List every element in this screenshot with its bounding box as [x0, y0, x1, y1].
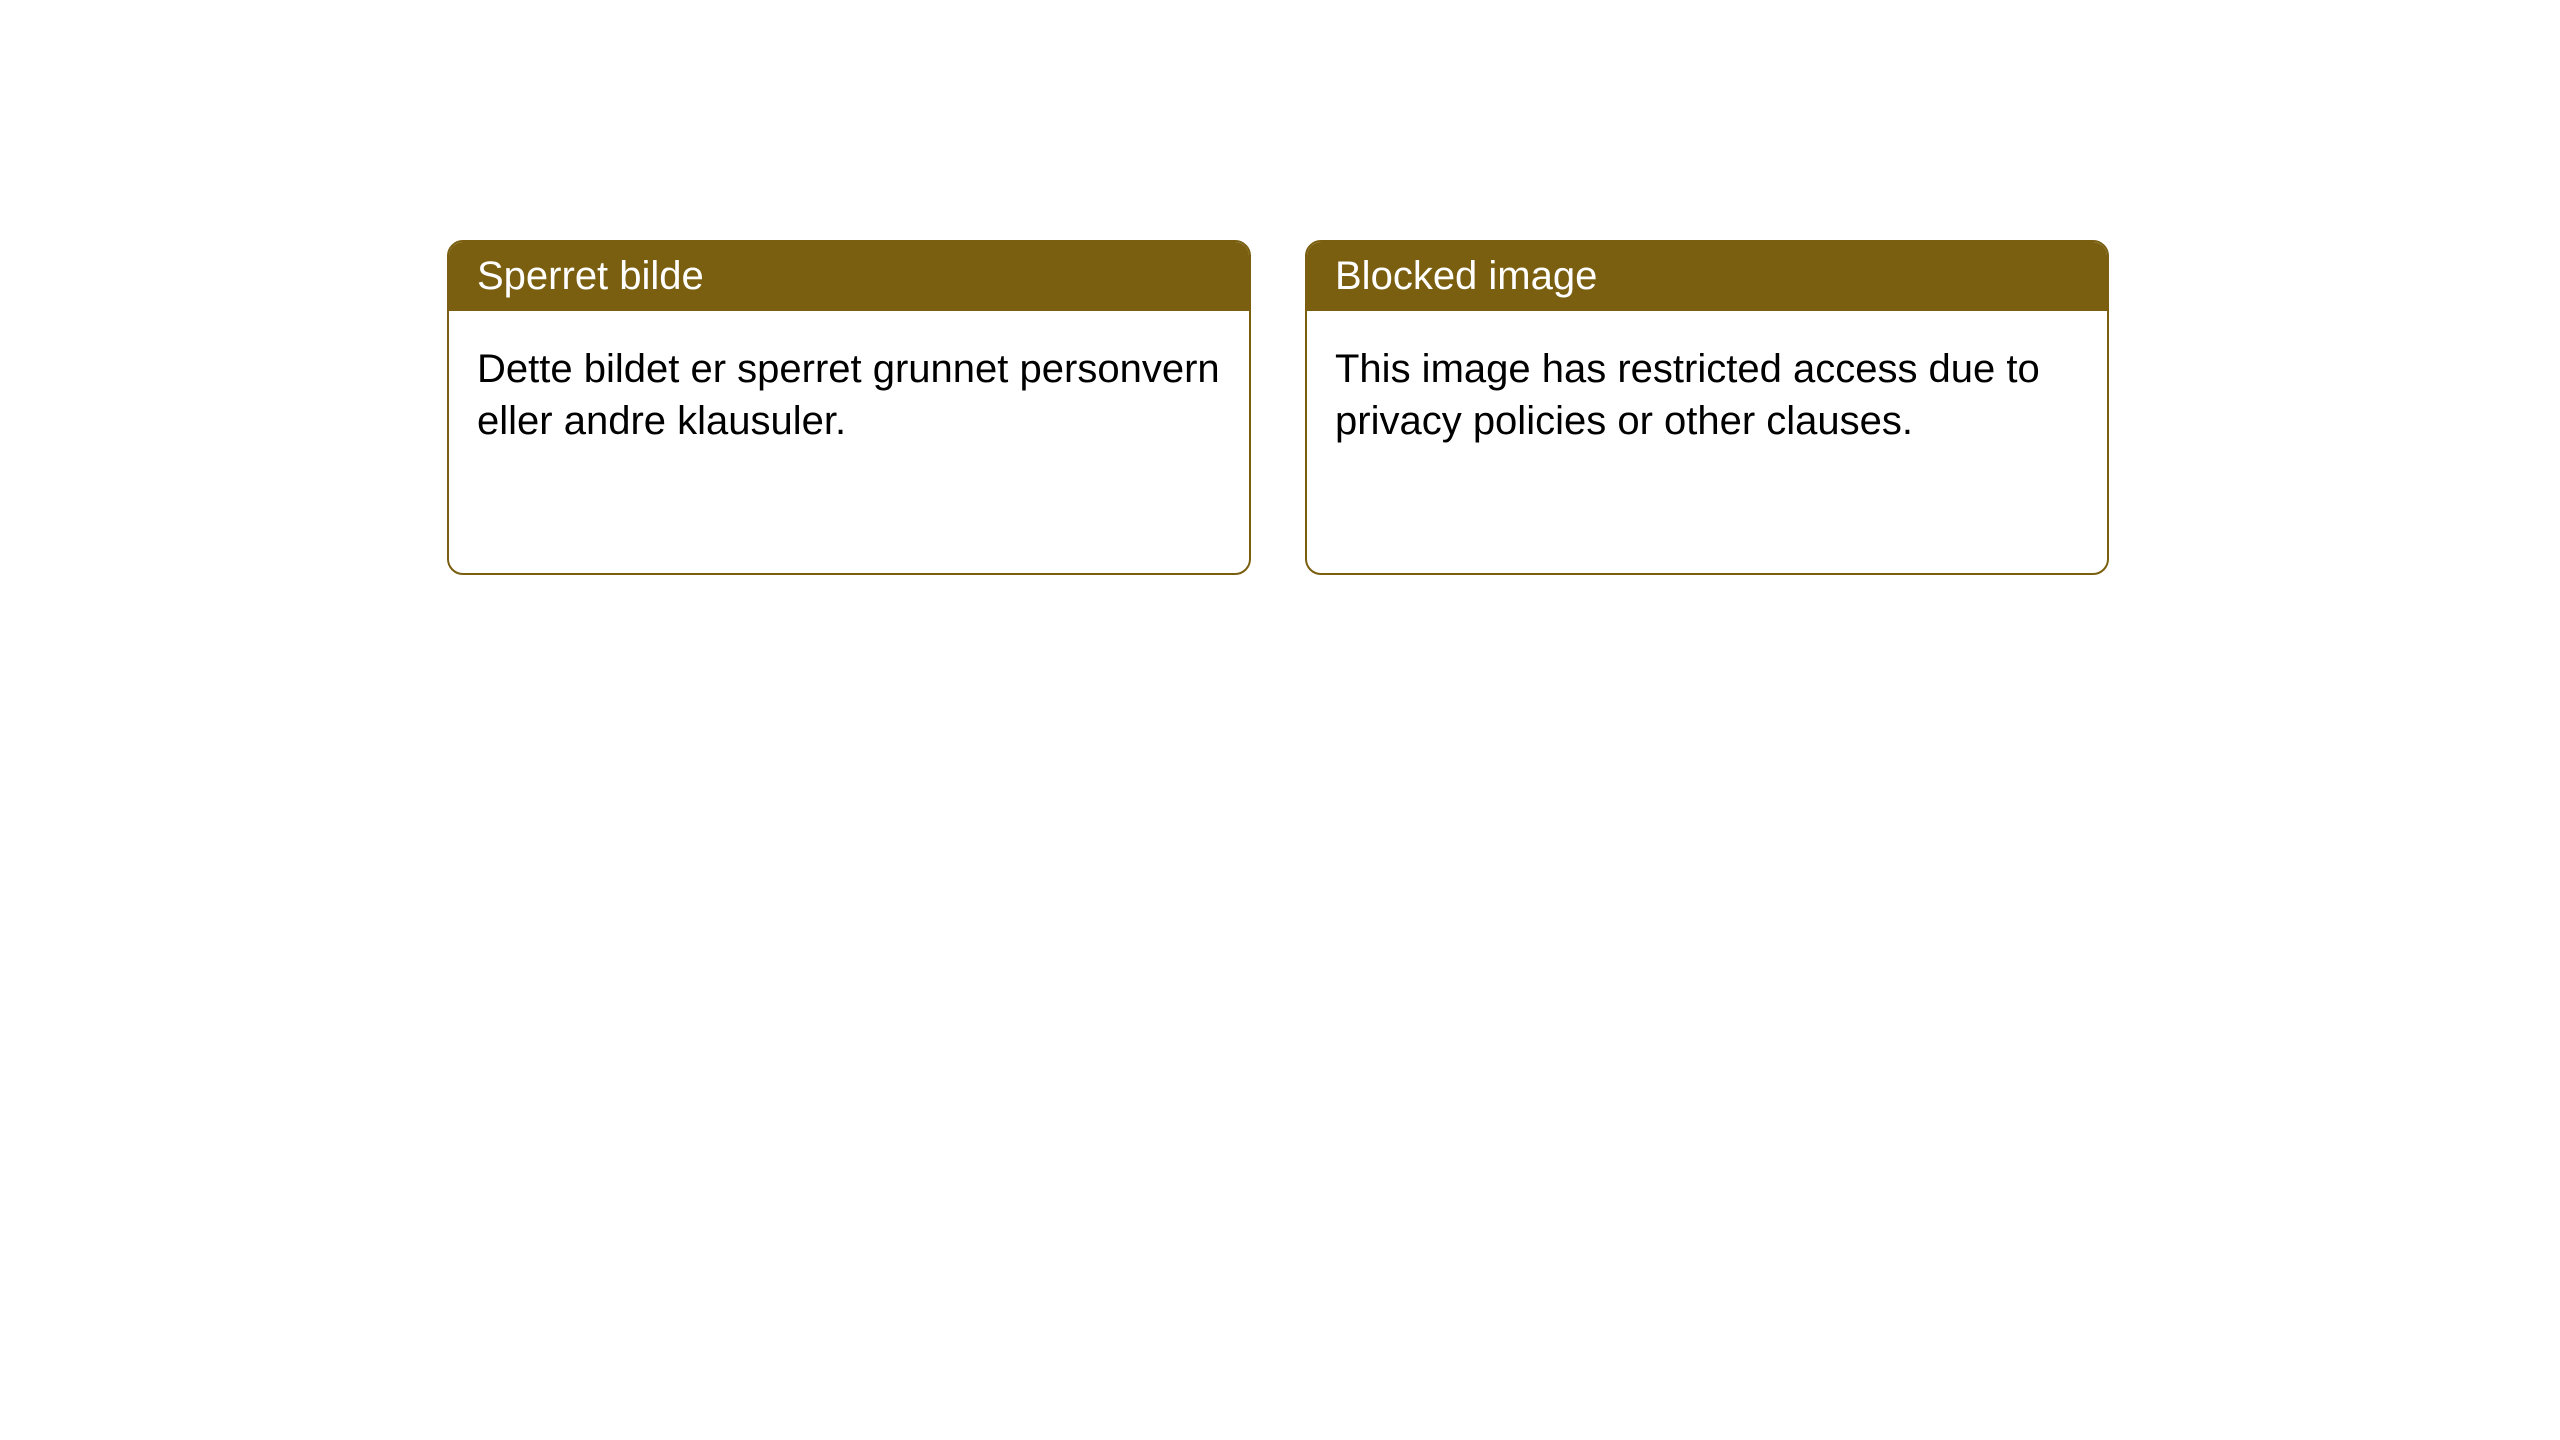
card-body-text-en: This image has restricted access due to … — [1335, 347, 2040, 443]
card-header-en: Blocked image — [1307, 242, 2107, 311]
card-body-text-no: Dette bildet er sperret grunnet personve… — [477, 347, 1220, 443]
card-body-no: Dette bildet er sperret grunnet personve… — [449, 311, 1249, 479]
blocked-image-notice-container: Sperret bilde Dette bildet er sperret gr… — [447, 240, 2109, 575]
card-body-en: This image has restricted access due to … — [1307, 311, 2107, 479]
card-title-no: Sperret bilde — [477, 254, 704, 298]
blocked-image-card-no: Sperret bilde Dette bildet er sperret gr… — [447, 240, 1251, 575]
card-header-no: Sperret bilde — [449, 242, 1249, 311]
blocked-image-card-en: Blocked image This image has restricted … — [1305, 240, 2109, 575]
card-title-en: Blocked image — [1335, 254, 1597, 298]
